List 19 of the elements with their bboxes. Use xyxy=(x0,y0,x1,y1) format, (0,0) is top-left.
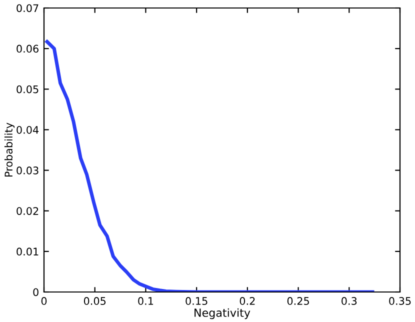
y-tick-label: 0.01 xyxy=(16,248,38,256)
x-tick-label: 0.05 xyxy=(84,297,106,305)
y-tick-label: 0.06 xyxy=(16,44,38,53)
y-tick-label: 0.07 xyxy=(16,4,38,12)
x-tick-label: 0.15 xyxy=(186,297,208,305)
y-tick-label: 0 xyxy=(33,288,38,296)
y-tick-label: 0.02 xyxy=(16,207,38,215)
x-tick-label: 0.1 xyxy=(138,297,154,305)
y-tick-label: 0.03 xyxy=(16,166,38,174)
x-tick-label: 0.25 xyxy=(287,297,309,305)
y-axis-title: Probability xyxy=(4,122,15,177)
x-tick-label: 0.3 xyxy=(342,297,357,305)
line-series xyxy=(45,40,374,292)
y-tick-label: 0.05 xyxy=(16,85,38,94)
y-tick-label: 0.04 xyxy=(16,126,39,134)
x-tick-label: 0.2 xyxy=(240,297,255,305)
x-axis-title: Negativity xyxy=(194,308,250,320)
x-tick-label: 0.35 xyxy=(389,297,411,305)
x-tick-label: 0 xyxy=(41,297,47,305)
